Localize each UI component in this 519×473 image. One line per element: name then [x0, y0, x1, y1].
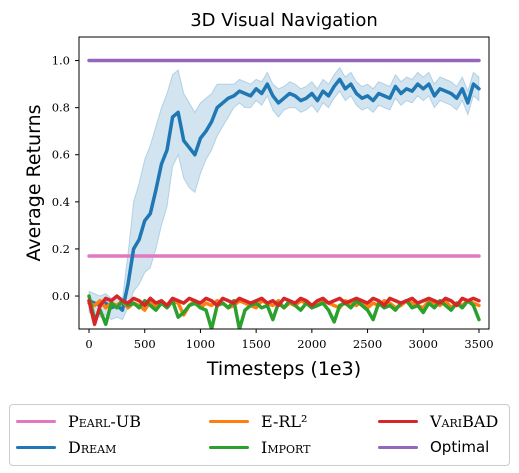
series-line-import — [87, 294, 481, 329]
x-tick-label: 0 — [85, 337, 92, 351]
legend-label: Optimal — [430, 438, 490, 456]
x-tick-label: 2500 — [353, 337, 382, 351]
plot-frame — [78, 36, 490, 330]
x-tick-label: 1000 — [186, 337, 215, 351]
legend-item-optimal: Optimal — [378, 434, 489, 460]
y-axis-ticks: 0.0 0.2 0.4 0.6 0.8 1.0 — [52, 54, 79, 303]
y-axis-label: Average Returns — [23, 104, 45, 261]
legend-item-pearl-ub: Pearl-UB — [16, 408, 141, 434]
series-lines — [87, 58, 481, 329]
x-axis-ticks: 0 500 1000 1500 2000 2500 3000 3500 — [85, 329, 494, 351]
chart-title: 3D Visual Navigation — [190, 10, 378, 31]
legend-swatch — [16, 419, 56, 423]
series-line-varibad — [87, 294, 481, 327]
legend-label: E-RL² — [261, 411, 308, 431]
legend-swatch — [209, 445, 249, 449]
legend-swatch — [209, 419, 249, 423]
y-tick-label: 0.2 — [52, 242, 70, 256]
legend-swatch — [16, 445, 56, 449]
legend-item-dream: Dream — [16, 434, 116, 460]
y-tick-label: 0.4 — [52, 195, 70, 209]
legend-label: VariBAD — [430, 411, 499, 431]
legend-label: Dream — [68, 437, 117, 457]
x-tick-label: 2000 — [297, 337, 326, 351]
x-tick-label: 3500 — [464, 337, 493, 351]
x-tick-label: 1500 — [242, 337, 271, 351]
legend-label: Import — [261, 437, 311, 457]
x-tick-label: 3000 — [409, 337, 438, 351]
x-tick-label: 500 — [134, 337, 156, 351]
legend-label: Pearl-UB — [68, 411, 141, 431]
y-tick-label: 0.0 — [52, 289, 70, 303]
confidence-bands — [88, 66, 480, 321]
y-tick-label: 1.0 — [52, 54, 70, 68]
chart-legend: Pearl-UB Dream E-RL² Import VariBAD Opti… — [9, 404, 510, 466]
y-tick-label: 0.6 — [52, 148, 70, 162]
legend-swatch — [378, 445, 418, 449]
legend-item-varibad: VariBAD — [378, 408, 498, 434]
y-tick-label: 0.8 — [52, 101, 70, 115]
legend-item-e-rl2: E-RL² — [209, 408, 307, 434]
band-dream — [88, 66, 480, 321]
x-axis-label: Timesteps (1e3) — [206, 358, 361, 380]
chart: 3D Visual Navigation 0 500 1000 1500 2000 250… — [23, 10, 494, 380]
legend-item-import: Import — [209, 434, 310, 460]
series-line-dream — [87, 77, 481, 312]
legend-swatch — [378, 419, 418, 423]
